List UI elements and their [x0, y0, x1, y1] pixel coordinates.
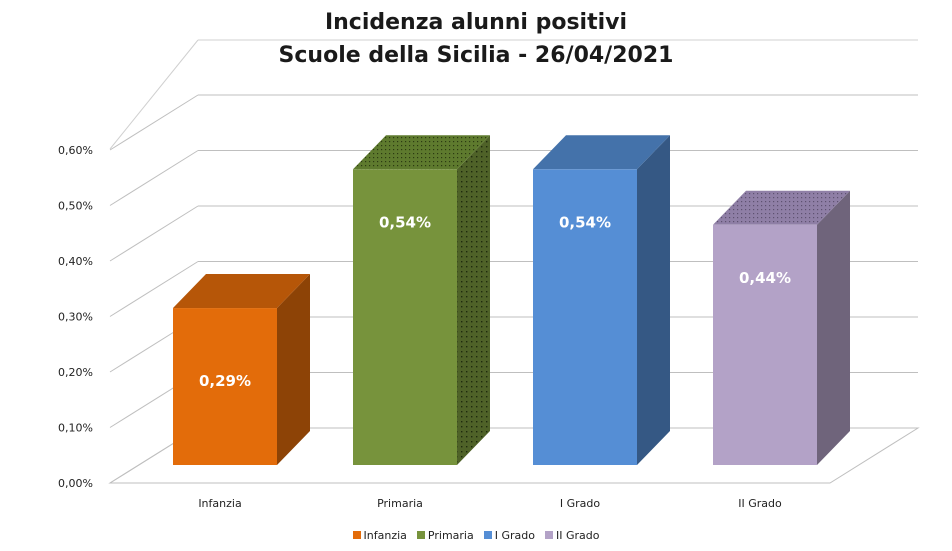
x-tick-label-ii-grado: II Grado [738, 497, 782, 510]
legend-label: Primaria [427, 529, 474, 542]
bar-ii-grado [713, 224, 817, 465]
chart-legend: Infanzia Primaria I Grado II Grado [0, 529, 952, 542]
bar-top-i-grado [533, 135, 670, 170]
bar-top-primaria [353, 135, 490, 170]
gridline-diagonal [109, 39, 199, 150]
bar-side-primaria [457, 135, 490, 466]
y-tick-label: 0,50% [58, 200, 93, 213]
bar-side-i-grado [637, 135, 670, 466]
gridline-diagonal [109, 150, 199, 206]
legend-item-i-grado: I Grado [483, 529, 535, 542]
legend-swatch [352, 531, 361, 539]
bar-top-ii-grado [713, 190, 850, 225]
y-tick-label: 0,40% [58, 255, 93, 268]
bar-side-infanzia [277, 274, 310, 465]
data-label-primaria: 0,54% [379, 213, 431, 231]
x-tick-label-i-grado: I Grado [560, 497, 601, 510]
legend-label: II Grado [555, 529, 600, 542]
y-tick-label: 0,00% [58, 477, 93, 490]
data-label-i-grado: 0,54% [559, 213, 611, 231]
legend-item-ii-grado: II Grado [544, 529, 600, 542]
gridline-diagonal [109, 205, 199, 262]
data-label-ii-grado: 0,44% [739, 269, 791, 287]
chart-floor [108, 427, 920, 484]
chart-title-line1: Incidenza alunni positivi [324, 10, 628, 35]
bar-primaria [353, 169, 457, 466]
gridline-diagonal [109, 261, 199, 317]
bar-side-ii-grado [817, 190, 850, 466]
data-label-infanzia: 0,29% [199, 372, 251, 390]
bar-top-infanzia [173, 274, 310, 309]
gridline-diagonal [109, 94, 199, 151]
y-tick-label: 0,10% [58, 422, 93, 435]
x-tick-label-primaria: Primaria [377, 497, 423, 510]
chart-title-line2: Scuole della Sicilia - 26/04/2021 [278, 43, 674, 68]
y-tick-label: 0,60% [58, 144, 93, 157]
y-tick-label: 0,30% [58, 311, 93, 324]
legend-swatch [483, 531, 492, 539]
bar-i-grado [533, 169, 637, 466]
bar-infanzia [173, 308, 277, 465]
legend-item-infanzia: Infanzia [352, 529, 407, 542]
x-tick-label-infanzia: Infanzia [198, 497, 241, 510]
legend-label: Infanzia [363, 529, 407, 542]
legend-swatch [416, 531, 425, 539]
legend-item-primaria: Primaria [416, 529, 474, 542]
y-tick-label: 0,20% [58, 366, 93, 379]
legend-label: I Grado [494, 529, 535, 542]
legend-swatch [544, 531, 553, 539]
